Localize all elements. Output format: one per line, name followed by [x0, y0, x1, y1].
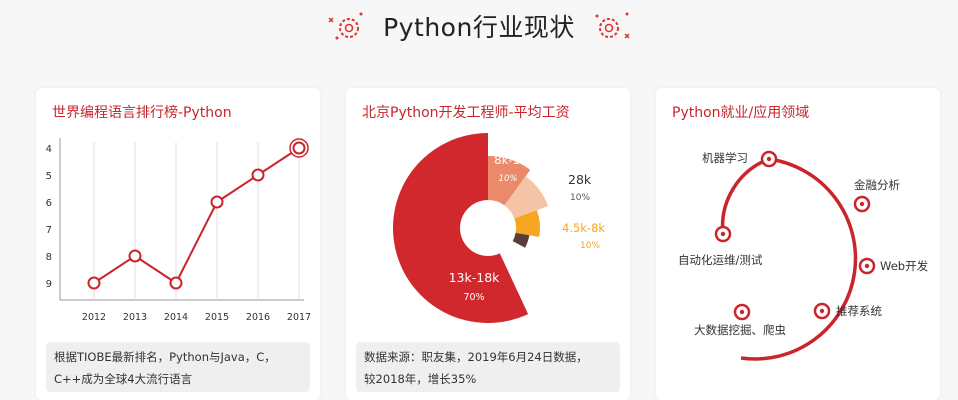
- field-label: 金融分析: [854, 178, 900, 192]
- field-label: 大数据挖掘、爬虫: [694, 323, 786, 337]
- field-label: 推荐系统: [836, 304, 882, 318]
- ranking-line-chart: 4 5 6 7 8 9 2012 2013 2014 2015 2016 2017: [46, 138, 311, 323]
- slice-percent: 10%: [580, 241, 600, 251]
- pie-slice: [514, 210, 540, 238]
- field-label: Web开发: [880, 259, 929, 273]
- fields-card: Python就业/应用领域 机器学习 金融分析 自动化运维/测试 Web开发 推…: [656, 88, 940, 400]
- sparkle-icon: [328, 12, 363, 40]
- card-title: 世界编程语言排行榜-Python: [52, 105, 232, 121]
- slice-label: 4.5k-8k: [562, 221, 605, 235]
- caption-line: 较2018年，增长35%: [364, 372, 477, 386]
- data-point: [169, 276, 183, 290]
- y-tick-label: 7: [46, 225, 52, 236]
- salary-card: 北京Python开发工程师-平均工资 13k-18k 70% 8k-13k 10% 28…: [346, 88, 630, 400]
- ranking-card: 世界编程语言排行榜-Python 4 5 6 7 8 9 2012 2013 2014 2015 2…: [36, 88, 320, 400]
- slice-label: 28k: [568, 172, 592, 187]
- caption-line: C++成为全球4大流行语言: [54, 372, 193, 386]
- data-point: [292, 141, 306, 155]
- pie-slice: [504, 176, 549, 219]
- data-point: [87, 276, 101, 290]
- x-tick-label: 2015: [205, 312, 229, 323]
- slice-label: 8k-13k: [494, 153, 534, 167]
- slice-percent: 10%: [499, 174, 518, 184]
- x-tick-label: 2014: [164, 312, 188, 323]
- slice-label: 13k-18k: [449, 270, 501, 285]
- salary-caption: 数据来源：职友集，2019年6月24日数据， 较2018年，增长35%: [356, 342, 620, 392]
- field-label: 自动化运维/测试: [678, 253, 763, 267]
- data-point: [128, 249, 142, 263]
- y-tick-label: 8: [46, 252, 52, 263]
- card-title: 北京Python开发工程师-平均工资: [362, 105, 570, 121]
- caption-line: 数据来源：职友集，2019年6月24日数据，: [364, 350, 588, 364]
- y-tick-label: 9: [46, 279, 52, 290]
- fields-arc: [720, 157, 770, 235]
- y-tick-label: 5: [46, 171, 52, 182]
- x-tick-label: 2012: [82, 312, 106, 323]
- page-title: Python行业现状: [383, 13, 575, 42]
- pie-slice: [488, 156, 531, 206]
- card-title: Python就业/应用领域: [672, 105, 810, 121]
- x-tick-label: 2017: [287, 312, 311, 323]
- page-header: Python行业现状: [0, 6, 958, 46]
- series-line: [93, 147, 300, 285]
- fields-arc: [740, 157, 858, 361]
- fields-diagram: 机器学习 金融分析 自动化运维/测试 Web开发 推荐系统 大数据挖掘、爬虫: [678, 150, 929, 361]
- data-point: [251, 168, 265, 182]
- slice-percent: 70%: [463, 292, 484, 303]
- sparkle-icon: [595, 12, 630, 39]
- salary-pie-chart: 13k-18k 70% 8k-13k 10% 28k 10% 4.5k-8k 10%: [393, 133, 605, 323]
- ranking-caption: 根据TIOBE最新排名，Python与Java，C， C++成为全球4大流行语言: [46, 342, 310, 392]
- data-point: [210, 195, 224, 209]
- caption-line: 根据TIOBE最新排名，Python与Java，C，: [54, 350, 276, 364]
- pie-slice: [512, 232, 530, 248]
- y-tick-label: 6: [46, 198, 52, 209]
- pie-slice: [393, 133, 529, 323]
- field-label: 机器学习: [702, 151, 748, 165]
- x-tick-label: 2016: [246, 312, 270, 323]
- slice-percent: 10%: [570, 193, 590, 203]
- x-tick-label: 2013: [123, 312, 147, 323]
- field-marker-icon: [714, 150, 876, 321]
- y-tick-label: 4: [46, 144, 52, 155]
